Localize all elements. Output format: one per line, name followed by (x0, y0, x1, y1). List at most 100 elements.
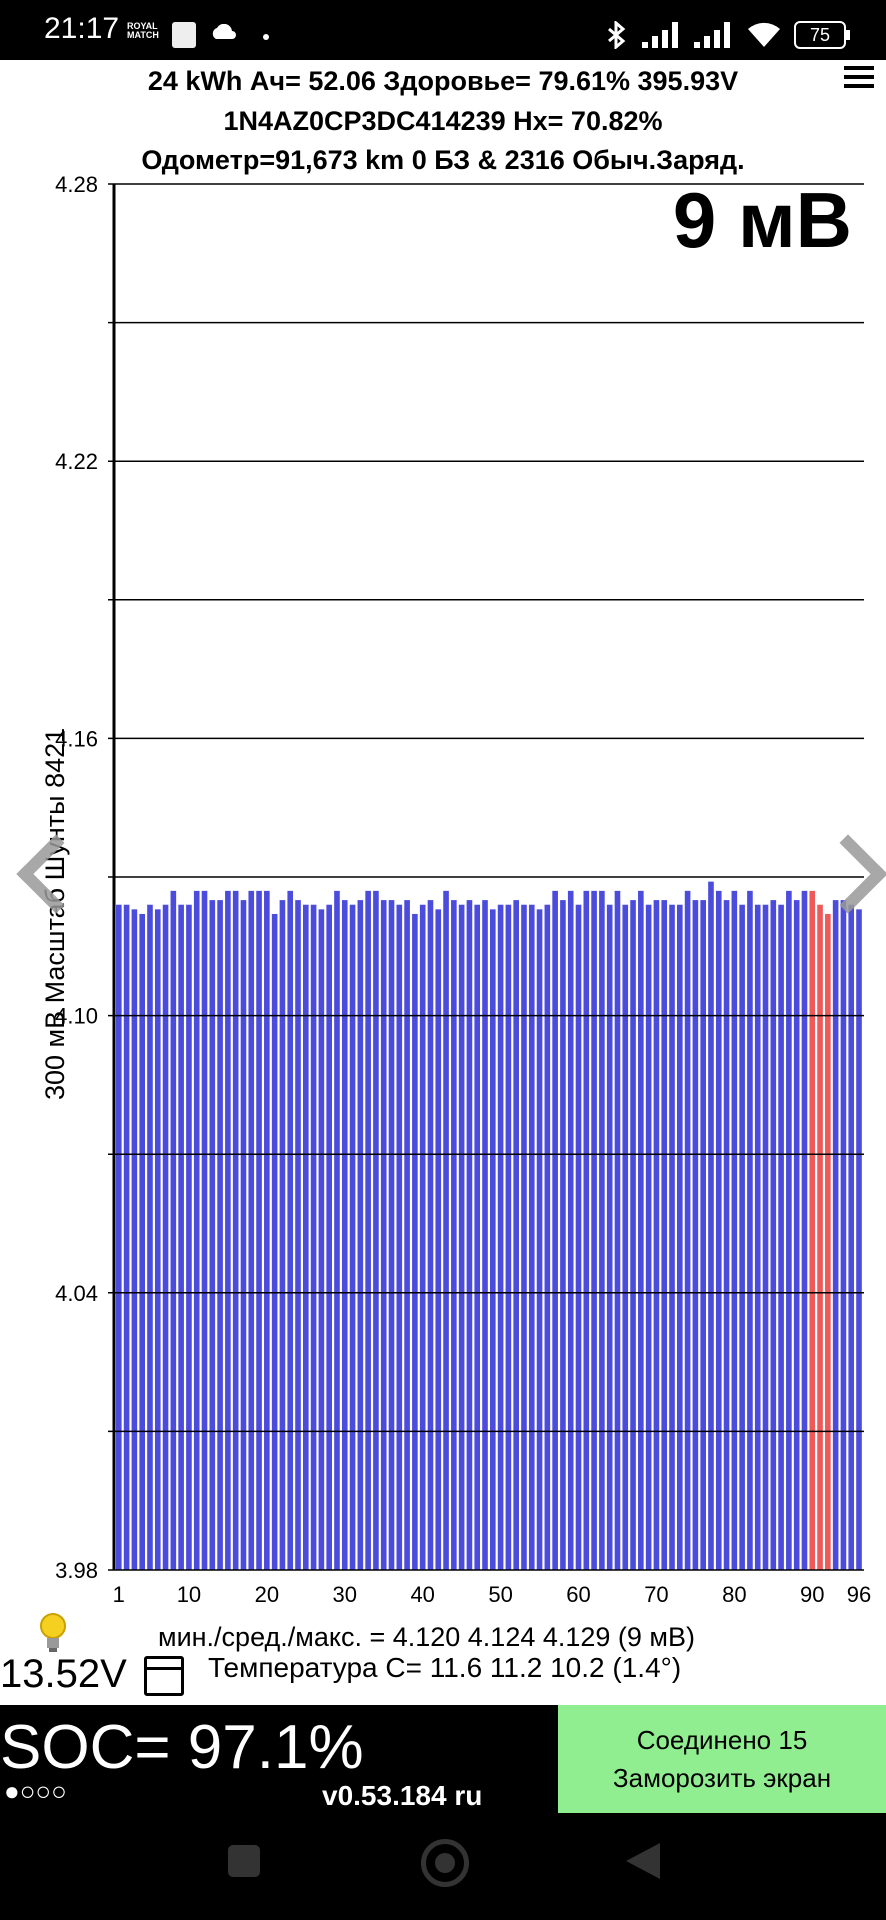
bar-cell-54 (528, 904, 535, 1570)
back-button[interactable] (626, 1843, 660, 1879)
status-icons: 75 (604, 20, 850, 50)
bar-cell-49 (490, 909, 496, 1570)
bar-cell-87 (786, 890, 792, 1570)
bar-cell-3 (131, 909, 138, 1570)
bar-cell-13 (209, 900, 216, 1570)
home-button[interactable] (421, 1839, 469, 1887)
bar-cell-71 (661, 900, 668, 1570)
bar-cell-11 (193, 890, 200, 1570)
recents-button[interactable] (228, 1845, 260, 1877)
bar-cell-44 (451, 900, 457, 1570)
bar-cell-78 (715, 890, 722, 1570)
bar-cell-82 (747, 890, 753, 1570)
x-tick-label: 10 (177, 1582, 201, 1607)
battery-icon: 75 (794, 21, 850, 49)
freeze-screen-button[interactable]: Соединено 15 Заморозить экран (558, 1705, 886, 1813)
app-version: v0.53.184 ru (322, 1780, 483, 1811)
menu-icon[interactable] (844, 66, 874, 90)
bar-cell-92 (825, 913, 831, 1570)
bar-cell-76 (700, 900, 706, 1570)
bar-cell-94 (840, 900, 847, 1570)
bar-cell-16 (232, 890, 239, 1570)
bar-cell-62 (591, 890, 597, 1570)
bar-cell-38 (404, 900, 410, 1570)
bar-cell-63 (599, 890, 605, 1570)
x-tick-label: 50 (488, 1582, 512, 1607)
connection-count: Соединено 15 (636, 1725, 808, 1755)
page-dots: ●○○○ (4, 1776, 67, 1806)
bar-cell-61 (583, 890, 590, 1570)
bar-cell-77 (708, 881, 714, 1570)
bar-cell-55 (536, 909, 543, 1570)
bar-cell-35 (380, 900, 387, 1570)
calendar-icon[interactable] (144, 1656, 184, 1696)
bar-cell-6 (154, 909, 161, 1570)
bar-cell-33 (365, 890, 371, 1570)
cloud-icon (212, 24, 236, 39)
wifi-icon (748, 22, 780, 47)
bar-cell-53 (521, 904, 527, 1570)
aux-battery-voltage: 13.52V (0, 1652, 127, 1696)
bar-cell-70 (653, 900, 660, 1570)
y-tick-label: 4.16 (55, 726, 98, 751)
bar-cell-79 (723, 900, 730, 1570)
bar-cell-36 (388, 900, 395, 1570)
bar-cell-68 (638, 890, 644, 1570)
bar-cell-41 (427, 900, 434, 1570)
bar-cell-58 (560, 900, 566, 1570)
bar-cell-24 (295, 900, 301, 1570)
x-tick-label: 40 (410, 1582, 434, 1607)
bar-cell-48 (482, 900, 488, 1570)
bar-cell-93 (832, 900, 839, 1570)
bar-cell-56 (544, 904, 551, 1570)
royal-match-notification-icon: ROYAL MATCH (127, 21, 159, 40)
battery-summary: 24 kWh Ач= 52.06 Здоровье= 79.61% 395.93… (147, 66, 739, 96)
y-tick-label: 3.98 (55, 1558, 98, 1583)
bar-cell-90 (809, 890, 816, 1570)
bar-cell-14 (217, 900, 223, 1570)
bar-cell-59 (567, 890, 574, 1570)
bar-cell-25 (303, 904, 309, 1570)
bar-cell-15 (225, 890, 231, 1570)
bar-cell-31 (349, 904, 356, 1570)
bar-cell-67 (630, 900, 636, 1570)
bar-cell-18 (248, 890, 255, 1570)
bar-cell-40 (419, 904, 426, 1570)
x-tick-label: 60 (566, 1582, 590, 1607)
bar-cell-29 (334, 890, 340, 1570)
bar-cell-86 (778, 904, 784, 1570)
bar-cell-74 (684, 890, 691, 1570)
bar-cell-47 (474, 904, 481, 1570)
bar-cell-12 (201, 890, 208, 1570)
bar-cell-17 (240, 900, 247, 1570)
x-tick-label: 30 (333, 1582, 357, 1607)
bar-cell-64 (606, 904, 613, 1570)
bar-cell-7 (162, 904, 169, 1570)
temperature-readout: Температура С= 11.6 11.2 10.2 (1.4°) (208, 1652, 682, 1683)
bar-cell-50 (497, 904, 504, 1570)
lightbulb-icon[interactable] (38, 1612, 68, 1654)
y-tick-label: 4.10 (55, 1004, 98, 1029)
bar-cell-57 (552, 890, 558, 1570)
x-tick-label: 20 (255, 1582, 279, 1607)
y-tick-label: 4.28 (55, 172, 98, 197)
status-bar: 21:17 ROYAL MATCH 75 (0, 0, 886, 60)
bar-cell-52 (513, 900, 519, 1570)
bar-cell-10 (186, 904, 192, 1570)
cell-voltage-chart: 3.98 4.04 4.10 4.16 4.22 4.28 1 10 20 30 40 50 60 70 8… (55, 172, 871, 1607)
bar-cell-28 (326, 904, 332, 1570)
system-nav-bar (0, 1813, 886, 1920)
bar-cell-37 (396, 904, 403, 1570)
bar-cell-69 (645, 904, 652, 1570)
bar-cell-51 (505, 904, 512, 1570)
bar-cell-4 (139, 913, 145, 1570)
bar-cell-80 (731, 890, 738, 1570)
bar-cell-1 (116, 904, 122, 1570)
bar-cell-60 (575, 904, 582, 1570)
bar-cell-9 (178, 904, 184, 1570)
bluetooth-icon (608, 21, 626, 49)
x-tick-label: 80 (722, 1582, 746, 1607)
vin-line: 1N4AZ0CP3DC414239 Hx= 70.82% (223, 106, 663, 136)
bar-cell-81 (739, 904, 745, 1570)
bar-cell-32 (357, 900, 364, 1570)
